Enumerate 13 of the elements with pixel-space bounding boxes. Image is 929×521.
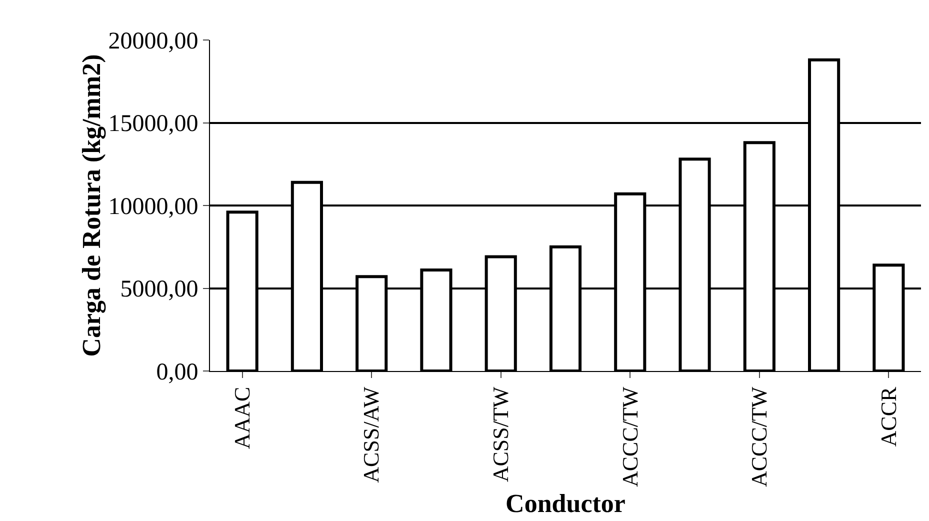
y-tick-label: 5000,00	[120, 276, 198, 303]
x-tick-label: AAAC	[229, 386, 254, 450]
y-tick-label: 20000,00	[108, 28, 198, 54]
x-tick-label: ACSS/TW	[488, 386, 514, 482]
x-tick-label: ACCC/TW	[617, 386, 642, 488]
y-tick-label: 0,00	[156, 359, 198, 386]
x-tick-label: ACSS/AW	[358, 386, 384, 483]
x-tick-label: ACCR	[876, 386, 901, 447]
y-tick-label: 10000,00	[108, 194, 198, 220]
x-axis-title: Conductor	[506, 489, 626, 518]
y-tick-label: 15000,00	[108, 111, 198, 138]
x-tick-label: ACCC/TW	[746, 386, 772, 488]
y-axis-title: Carga de Rotura (kg/mm2)	[77, 54, 106, 357]
